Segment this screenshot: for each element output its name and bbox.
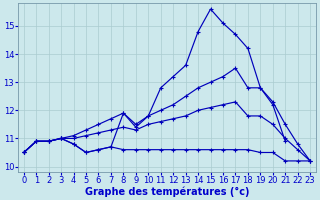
- X-axis label: Graphe des températures (°c): Graphe des températures (°c): [85, 186, 249, 197]
